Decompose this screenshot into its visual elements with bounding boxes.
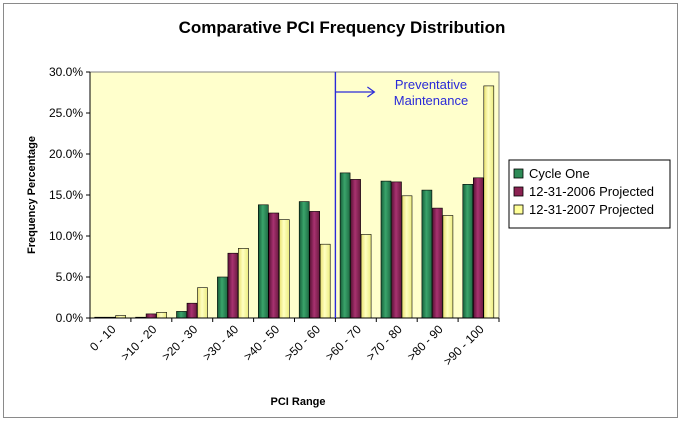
bar-3-9 bbox=[442, 215, 454, 319]
y-tick-label: 15.0% bbox=[49, 188, 83, 202]
chart-title: Comparative PCI Frequency Distribution bbox=[179, 18, 506, 37]
bar-2-6 bbox=[309, 211, 321, 319]
bar-1-10 bbox=[462, 184, 474, 319]
bar-3-7 bbox=[360, 234, 372, 319]
bar-2-5 bbox=[268, 212, 280, 319]
legend-swatch-1 bbox=[513, 168, 524, 179]
bar-1-4 bbox=[217, 276, 228, 319]
bars-group bbox=[94, 85, 495, 319]
x-tick-label: >60 - 70 bbox=[323, 322, 365, 364]
bar-2-8 bbox=[391, 181, 402, 319]
x-axis-title: PCI Range bbox=[270, 396, 325, 408]
y-tick-label: 10.0% bbox=[49, 229, 83, 243]
bar-1-7 bbox=[339, 172, 351, 319]
annotation-text-line: Preventative bbox=[395, 77, 467, 92]
y-tick-label: 5.0% bbox=[56, 270, 84, 284]
x-tick-label: >50 - 60 bbox=[282, 322, 324, 364]
bar-3-5 bbox=[278, 219, 290, 319]
bar-2-4 bbox=[227, 252, 239, 319]
y-tick-label: 30.0% bbox=[49, 65, 83, 79]
x-tick-label: 0 - 10 bbox=[87, 322, 119, 354]
bar-2-9 bbox=[432, 207, 443, 319]
bar-3-6 bbox=[319, 243, 331, 319]
bar-2-3 bbox=[186, 302, 198, 319]
legend-box bbox=[508, 159, 671, 229]
bar-1-6 bbox=[298, 201, 310, 319]
x-tick-label: >70 - 80 bbox=[364, 322, 406, 364]
legend-label-3: 12-31-2007 Projected bbox=[529, 202, 654, 217]
x-tick-label: >30 - 40 bbox=[200, 322, 242, 364]
y-tick-label: 0.0% bbox=[56, 311, 84, 325]
bar-3-4 bbox=[238, 248, 249, 319]
legend-swatch-2 bbox=[513, 186, 524, 197]
bar-2-7 bbox=[350, 179, 361, 319]
y-tick-label: 20.0% bbox=[49, 147, 83, 161]
x-tick-label: >90 - 100 bbox=[441, 322, 487, 368]
annotation-arrow-head bbox=[367, 86, 376, 98]
x-tick-label: >10 - 20 bbox=[118, 322, 160, 364]
legend: Cycle One 12-31-2006 Projected 12-31-2007 … bbox=[508, 159, 671, 229]
y-axis-title: Frequency Percentage bbox=[26, 136, 38, 254]
y-tick-label: 25.0% bbox=[49, 106, 83, 120]
y-axis: 0.0% 5.0% 10.0% 15.0% 20.0% 25.0% 30.0% bbox=[49, 65, 91, 325]
legend-label-2: 12-31-2006 Projected bbox=[529, 184, 654, 199]
bar-1-3 bbox=[176, 311, 187, 319]
bar-2-10 bbox=[472, 177, 484, 319]
x-tick-label: >40 - 50 bbox=[241, 322, 283, 364]
bar-3-10 bbox=[483, 85, 495, 319]
bar-3-8 bbox=[401, 195, 413, 319]
annotation-text-line: Maintenance bbox=[394, 93, 468, 108]
x-axis: 0 - 10 >10 - 20 >20 - 30 >30 - 40 >40 - 50 >5… bbox=[87, 317, 500, 368]
bar-1-5 bbox=[257, 204, 269, 319]
bar-2-2 bbox=[145, 313, 157, 319]
bar-3-2 bbox=[156, 311, 167, 319]
bar-1-9 bbox=[421, 189, 433, 319]
bar-3-3 bbox=[197, 287, 208, 319]
legend-label-1: Cycle One bbox=[529, 166, 590, 181]
x-tick-label: >20 - 30 bbox=[159, 322, 201, 364]
bar-1-8 bbox=[380, 180, 392, 319]
legend-swatch-3 bbox=[513, 204, 524, 215]
x-tick-label: >80 - 90 bbox=[404, 322, 446, 364]
